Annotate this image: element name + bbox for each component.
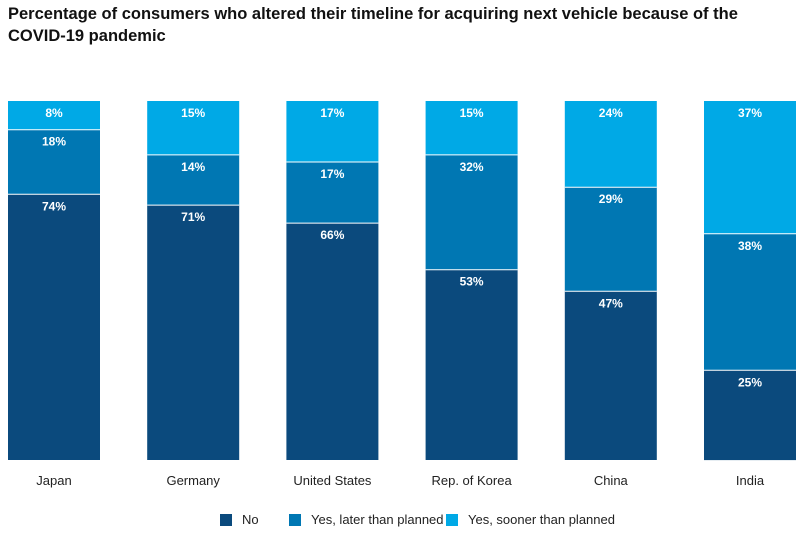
bar-india-no — [704, 370, 796, 461]
data-label-india-later: 38% — [738, 239, 762, 253]
data-label-united-states-sooner: 17% — [320, 106, 344, 120]
legend-label-sooner: Yes, sooner than planned — [468, 512, 615, 527]
bar-china-sooner — [564, 101, 657, 188]
data-label-germany-sooner: 15% — [181, 106, 205, 120]
bar-china-no — [564, 291, 657, 460]
x-tick-label-india: India — [736, 473, 765, 488]
legend-label-no: No — [242, 512, 259, 527]
data-label-china-sooner: 24% — [599, 106, 623, 120]
bar-japan-no — [8, 194, 100, 461]
legend-item-no: No — [220, 512, 259, 527]
bar-india-later — [704, 233, 796, 371]
data-label-japan-sooner: 8% — [45, 106, 63, 120]
legend-swatch-no — [220, 513, 232, 526]
data-label-rep-of-korea-sooner: 15% — [460, 106, 484, 120]
bar-rep-of-korea-later — [425, 154, 518, 270]
data-label-rep-of-korea-later: 32% — [460, 160, 484, 174]
data-label-rep-of-korea-no: 53% — [460, 275, 484, 289]
chart-title: Percentage of consumers who altered thei… — [8, 5, 738, 45]
legend-label-later: Yes, later than planned — [311, 512, 444, 527]
bar-japan-later — [8, 129, 100, 195]
bar-germany-sooner — [147, 101, 240, 155]
x-tick-label-rep-of-korea: Rep. of Korea — [431, 473, 512, 488]
data-label-germany-no: 71% — [181, 210, 205, 224]
x-tick-label-china: China — [594, 473, 629, 488]
bar-germany-later — [147, 154, 240, 206]
data-label-japan-no: 74% — [42, 199, 66, 213]
bar-united-states-later — [286, 162, 379, 223]
x-tick-label-japan: Japan — [36, 473, 71, 488]
bar-united-states-no — [286, 223, 379, 460]
data-label-india-sooner: 37% — [738, 106, 762, 120]
data-label-united-states-no: 66% — [320, 228, 344, 242]
bar-germany-no — [147, 205, 240, 460]
bar-japan-sooner — [8, 101, 100, 130]
legend-swatch-sooner — [446, 513, 458, 526]
bar-india-sooner — [704, 101, 796, 234]
data-label-china-no: 47% — [599, 296, 623, 310]
bar-rep-of-korea-sooner — [425, 101, 518, 155]
data-label-japan-later: 18% — [42, 135, 66, 149]
data-label-india-no: 25% — [738, 375, 762, 389]
chart-legend: No Yes, later than planned Yes, sooner t… — [0, 512, 800, 534]
bar-united-states-sooner — [286, 101, 379, 162]
legend-item-sooner: Yes, sooner than planned — [446, 512, 615, 527]
data-label-united-states-later: 17% — [320, 167, 344, 181]
bar-china-later — [564, 187, 657, 292]
x-tick-label-germany: Germany — [166, 473, 220, 488]
x-tick-label-united-states: United States — [293, 473, 372, 488]
legend-item-later: Yes, later than planned — [289, 512, 444, 527]
data-label-germany-later: 14% — [181, 160, 205, 174]
bar-rep-of-korea-no — [425, 269, 518, 460]
legend-swatch-later — [289, 513, 301, 526]
stacked-bar-chart: 74% 18% 8% Japan 71% 14% 15% Germany 66% 17% 17% Un… — [8, 101, 796, 488]
data-label-china-later: 29% — [599, 192, 623, 206]
